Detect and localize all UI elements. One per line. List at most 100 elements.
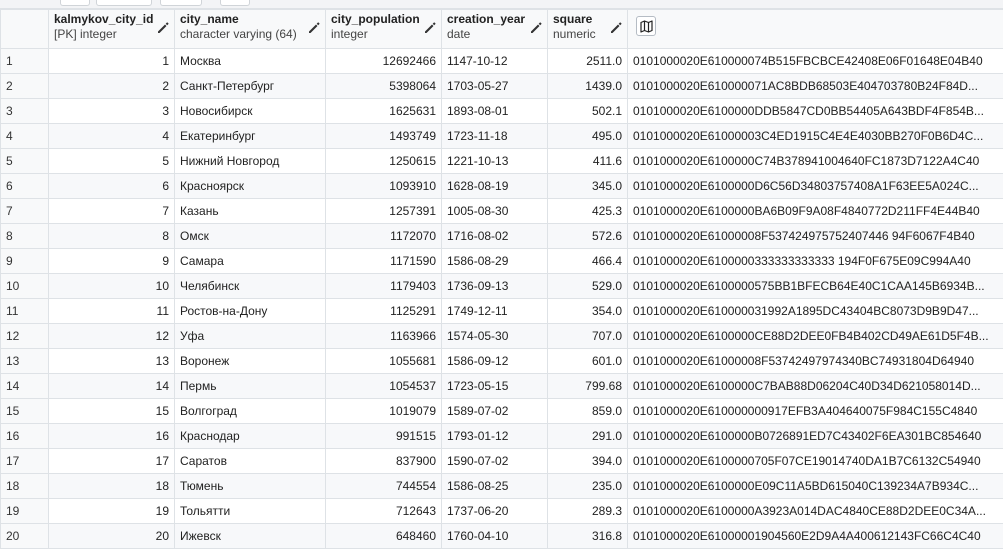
table-row[interactable]: 18 18 Тюмень 744554 1586-08-25 235.0 010… xyxy=(0,473,1003,499)
cell-creation-year[interactable]: 1586-08-29 xyxy=(441,248,548,274)
table-row[interactable]: 8 8 Омск 1172070 1716-08-02 572.6 010100… xyxy=(0,223,1003,249)
column-header-city-name[interactable]: city_name character varying (64) xyxy=(174,9,326,49)
cell-kalmykov-city-id[interactable]: 18 xyxy=(48,473,175,499)
cell-creation-year[interactable]: 1760-04-10 xyxy=(441,523,548,549)
cell-kalmykov-city-id[interactable]: 6 xyxy=(48,173,175,199)
row-number[interactable]: 4 xyxy=(0,123,49,149)
cell-city-name[interactable]: Ростов-на-Дону xyxy=(174,298,326,324)
row-number[interactable]: 13 xyxy=(0,348,49,374)
cell-geom[interactable]: 0101000020E61000001904560E2D9A4A40061214… xyxy=(627,523,1003,549)
cell-geom[interactable]: 0101000020E6100000BA6B09F9A08F4840772D21… xyxy=(627,198,1003,224)
table-row[interactable]: 2 2 Санкт-Петербург 5398064 1703-05-27 1… xyxy=(0,73,1003,99)
cell-creation-year[interactable]: 1736-09-13 xyxy=(441,273,548,299)
row-number[interactable]: 5 xyxy=(0,148,49,174)
row-number[interactable]: 9 xyxy=(0,248,49,274)
row-number[interactable]: 19 xyxy=(0,498,49,524)
row-number-header[interactable] xyxy=(0,9,49,49)
row-number[interactable]: 7 xyxy=(0,198,49,224)
cell-creation-year[interactable]: 1574-05-30 xyxy=(441,323,548,349)
cell-city-population[interactable]: 1493749 xyxy=(325,123,442,149)
cell-city-name[interactable]: Москва xyxy=(174,48,326,74)
cell-kalmykov-city-id[interactable]: 2 xyxy=(48,73,175,99)
cell-city-population[interactable]: 744554 xyxy=(325,473,442,499)
cell-city-population[interactable]: 1054537 xyxy=(325,373,442,399)
cell-city-name[interactable]: Ижевск xyxy=(174,523,326,549)
cell-city-population[interactable]: 712643 xyxy=(325,498,442,524)
cell-city-population[interactable]: 5398064 xyxy=(325,73,442,99)
cell-geom[interactable]: 0101000020E61000003C4ED1915C4E4E4030BB27… xyxy=(627,123,1003,149)
cell-city-name[interactable]: Воронеж xyxy=(174,348,326,374)
cell-square[interactable]: 411.6 xyxy=(547,148,628,174)
cell-geom[interactable]: 0101000020E6100000A3923A014DAC4840CE88D2… xyxy=(627,498,1003,524)
row-number[interactable]: 8 xyxy=(0,223,49,249)
cell-kalmykov-city-id[interactable]: 1 xyxy=(48,48,175,74)
cell-city-name[interactable]: Екатеринбург xyxy=(174,123,326,149)
cell-creation-year[interactable]: 1590-07-02 xyxy=(441,448,548,474)
cell-creation-year[interactable]: 1723-05-15 xyxy=(441,373,548,399)
cell-geom[interactable]: 0101000020E610000074B515FBCBCE42408E06F0… xyxy=(627,48,1003,74)
cell-kalmykov-city-id[interactable]: 17 xyxy=(48,448,175,474)
table-row[interactable]: 3 3 Новосибирск 1625631 1893-08-01 502.1… xyxy=(0,98,1003,124)
row-number[interactable]: 14 xyxy=(0,373,49,399)
table-row[interactable]: 20 20 Ижевск 648460 1760-04-10 316.8 010… xyxy=(0,523,1003,549)
cell-city-population[interactable]: 1171590 xyxy=(325,248,442,274)
cell-square[interactable]: 354.0 xyxy=(547,298,628,324)
table-row[interactable]: 16 16 Краснодар 991515 1793-01-12 291.0 … xyxy=(0,423,1003,449)
cell-square[interactable]: 394.0 xyxy=(547,448,628,474)
cell-geom[interactable]: 0101000020E6100000333333333333 194F0F675… xyxy=(627,248,1003,274)
cell-city-name[interactable]: Волгоград xyxy=(174,398,326,424)
cell-square[interactable]: 291.0 xyxy=(547,423,628,449)
cell-geom[interactable]: 0101000020E610000000917EFB3A404640075F98… xyxy=(627,398,1003,424)
cell-kalmykov-city-id[interactable]: 7 xyxy=(48,198,175,224)
table-row[interactable]: 17 17 Саратов 837900 1590-07-02 394.0 01… xyxy=(0,448,1003,474)
pencil-icon[interactable] xyxy=(610,22,622,34)
cell-kalmykov-city-id[interactable]: 16 xyxy=(48,423,175,449)
cell-square[interactable]: 2511.0 xyxy=(547,48,628,74)
cell-square[interactable]: 572.6 xyxy=(547,223,628,249)
cell-geom[interactable]: 0101000020E6100000C74B378941004640FC1873… xyxy=(627,148,1003,174)
cell-city-name[interactable]: Саратов xyxy=(174,448,326,474)
row-number[interactable]: 15 xyxy=(0,398,49,424)
cell-geom[interactable]: 0101000020E6100000CE88D2DEE0FB4B402CD49A… xyxy=(627,323,1003,349)
cell-city-population[interactable]: 837900 xyxy=(325,448,442,474)
pencil-icon[interactable] xyxy=(157,22,169,34)
cell-city-name[interactable]: Краснодар xyxy=(174,423,326,449)
pencil-icon[interactable] xyxy=(424,22,436,34)
toolbar-button[interactable] xyxy=(60,0,90,6)
cell-square[interactable]: 425.3 xyxy=(547,198,628,224)
pencil-icon[interactable] xyxy=(308,22,320,34)
row-number[interactable]: 2 xyxy=(0,73,49,99)
cell-city-name[interactable]: Нижний Новгород xyxy=(174,148,326,174)
cell-geom[interactable]: 0101000020E6100000D6C56D34803757408A1F63… xyxy=(627,173,1003,199)
column-header-kalmykov-city-id[interactable]: kalmykov_city_id [PK] integer xyxy=(48,9,175,49)
cell-kalmykov-city-id[interactable]: 12 xyxy=(48,323,175,349)
cell-city-population[interactable]: 1250615 xyxy=(325,148,442,174)
cell-creation-year[interactable]: 1628-08-19 xyxy=(441,173,548,199)
cell-square[interactable]: 799.68 xyxy=(547,373,628,399)
pencil-icon[interactable] xyxy=(530,22,542,34)
table-row[interactable]: 7 7 Казань 1257391 1005-08-30 425.3 0101… xyxy=(0,198,1003,224)
table-row[interactable]: 11 11 Ростов-на-Дону 1125291 1749-12-11 … xyxy=(0,298,1003,324)
cell-kalmykov-city-id[interactable]: 13 xyxy=(48,348,175,374)
cell-city-population[interactable]: 1179403 xyxy=(325,273,442,299)
cell-kalmykov-city-id[interactable]: 9 xyxy=(48,248,175,274)
cell-city-name[interactable]: Тольятти xyxy=(174,498,326,524)
cell-creation-year[interactable]: 1586-08-25 xyxy=(441,473,548,499)
cell-city-population[interactable]: 1625631 xyxy=(325,98,442,124)
cell-kalmykov-city-id[interactable]: 8 xyxy=(48,223,175,249)
cell-creation-year[interactable]: 1221-10-13 xyxy=(441,148,548,174)
cell-creation-year[interactable]: 1703-05-27 xyxy=(441,73,548,99)
cell-square[interactable]: 859.0 xyxy=(547,398,628,424)
table-row[interactable]: 9 9 Самара 1171590 1586-08-29 466.4 0101… xyxy=(0,248,1003,274)
cell-kalmykov-city-id[interactable]: 5 xyxy=(48,148,175,174)
cell-city-population[interactable]: 12692466 xyxy=(325,48,442,74)
cell-square[interactable]: 466.4 xyxy=(547,248,628,274)
cell-creation-year[interactable]: 1586-09-12 xyxy=(441,348,548,374)
cell-city-population[interactable]: 1163966 xyxy=(325,323,442,349)
row-number[interactable]: 12 xyxy=(0,323,49,349)
cell-square[interactable]: 289.3 xyxy=(547,498,628,524)
table-row[interactable]: 10 10 Челябинск 1179403 1736-09-13 529.0… xyxy=(0,273,1003,299)
cell-square[interactable]: 495.0 xyxy=(547,123,628,149)
cell-geom[interactable]: 0101000020E6100000DDB5847CD0BB54405A643B… xyxy=(627,98,1003,124)
cell-city-population[interactable]: 1257391 xyxy=(325,198,442,224)
